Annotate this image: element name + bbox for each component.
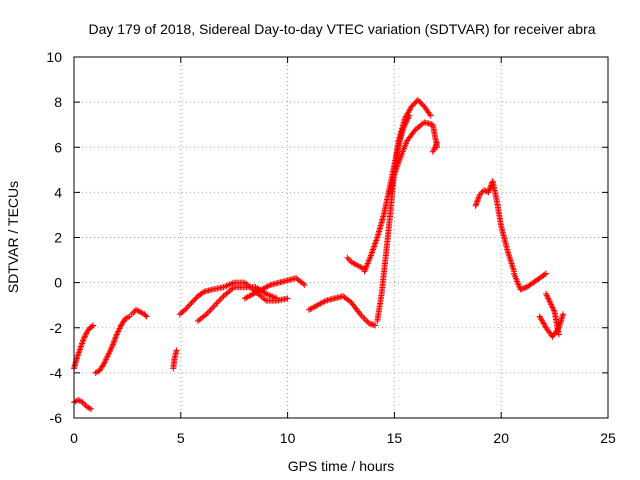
x-axis-label: GPS time / hours bbox=[288, 458, 395, 474]
data-point-marker bbox=[486, 185, 493, 192]
data-point-marker bbox=[416, 98, 423, 105]
data-point-marker bbox=[473, 200, 480, 207]
data-point-marker bbox=[81, 333, 88, 340]
data-point-marker bbox=[188, 299, 195, 306]
data-point-marker bbox=[110, 339, 117, 346]
chart-title: Day 179 of 2018, Sidereal Day-to-day VTE… bbox=[88, 21, 595, 37]
data-point-marker bbox=[109, 341, 116, 348]
y-tick-label: 0 bbox=[54, 275, 62, 291]
data-point-marker bbox=[183, 305, 190, 312]
axis-ticks: 0 5 10 15 20 25 -6 -4 -2 0 2 4 6 8 10 bbox=[46, 49, 616, 446]
data-point-marker bbox=[142, 312, 149, 319]
y-tick-label: 6 bbox=[54, 139, 62, 155]
data-point-marker bbox=[111, 337, 118, 344]
y-tick-label: 4 bbox=[54, 184, 62, 200]
data-point-marker bbox=[273, 295, 280, 302]
grid-lines bbox=[74, 57, 608, 418]
data-point-marker bbox=[182, 306, 189, 313]
data-point-marker bbox=[89, 323, 96, 330]
data-point-marker bbox=[284, 295, 291, 302]
data-point-marker bbox=[191, 297, 198, 304]
data-point-marker bbox=[111, 338, 118, 345]
data-point-marker bbox=[125, 314, 132, 321]
x-tick-label: 5 bbox=[177, 430, 185, 446]
data-point-marker bbox=[187, 301, 194, 308]
data-point-marker bbox=[487, 183, 494, 190]
data-point-marker bbox=[560, 311, 567, 318]
y-tick-label: -6 bbox=[50, 410, 63, 426]
data-point-marker bbox=[372, 322, 379, 329]
data-point-marker bbox=[485, 187, 492, 194]
data-point-marker bbox=[541, 271, 548, 278]
data-point-marker bbox=[474, 198, 481, 205]
data-point-marker bbox=[300, 280, 307, 287]
data-point-marker bbox=[200, 289, 207, 296]
data-point-marker bbox=[427, 112, 434, 119]
y-tick-label: 2 bbox=[54, 230, 62, 246]
data-point-marker bbox=[185, 302, 192, 309]
data-point-marker bbox=[475, 195, 482, 202]
x-tick-label: 20 bbox=[493, 430, 509, 446]
data-point-marker bbox=[112, 334, 119, 341]
x-tick-label: 10 bbox=[280, 430, 296, 446]
data-point-marker bbox=[418, 100, 425, 107]
data-point-marker bbox=[266, 282, 273, 289]
y-axis-label: SDTVAR / TECUs bbox=[5, 181, 21, 293]
y-tick-label: -4 bbox=[50, 365, 63, 381]
data-point-marker bbox=[173, 347, 180, 354]
y-tick-label: 10 bbox=[46, 49, 62, 65]
data-point-marker bbox=[414, 96, 421, 103]
data-point-marker bbox=[192, 295, 199, 302]
data-point-marker bbox=[112, 335, 119, 342]
data-point-marker bbox=[86, 405, 93, 412]
data-point-marker bbox=[301, 281, 308, 288]
data-point-marker bbox=[472, 202, 479, 209]
data-point-marker bbox=[411, 100, 418, 107]
data-point-marker bbox=[90, 322, 97, 329]
y-tick-label: -2 bbox=[50, 320, 63, 336]
x-tick-label: 25 bbox=[600, 430, 616, 446]
x-tick-label: 15 bbox=[387, 430, 403, 446]
data-point-marker bbox=[473, 201, 480, 208]
data-point-marker bbox=[109, 342, 116, 349]
data-point-marker bbox=[143, 313, 150, 320]
data-point-marker bbox=[184, 303, 191, 310]
data-point-marker bbox=[189, 298, 196, 305]
data-point-marker bbox=[474, 197, 481, 204]
y-tick-label: 8 bbox=[54, 94, 62, 110]
data-point-marker bbox=[321, 298, 328, 305]
data-point-marker bbox=[202, 312, 209, 319]
data-point-marker bbox=[486, 186, 493, 193]
data-point-marker bbox=[475, 194, 482, 201]
data-point-marker bbox=[417, 99, 424, 106]
data-point-marker bbox=[555, 331, 562, 338]
data-point-marker bbox=[408, 103, 415, 110]
data-point-marker bbox=[409, 102, 416, 109]
x-tick-label: 0 bbox=[70, 430, 78, 446]
data-point-marker bbox=[113, 332, 120, 339]
data-point-marker bbox=[412, 99, 419, 106]
data-point-marker bbox=[80, 336, 87, 343]
data-points bbox=[71, 96, 567, 412]
data-point-marker bbox=[434, 139, 441, 146]
data-point-marker bbox=[485, 189, 492, 196]
data-point-marker bbox=[543, 270, 550, 277]
data-point-marker bbox=[88, 405, 95, 412]
data-point-marker bbox=[82, 331, 89, 338]
data-point-marker bbox=[81, 334, 88, 341]
